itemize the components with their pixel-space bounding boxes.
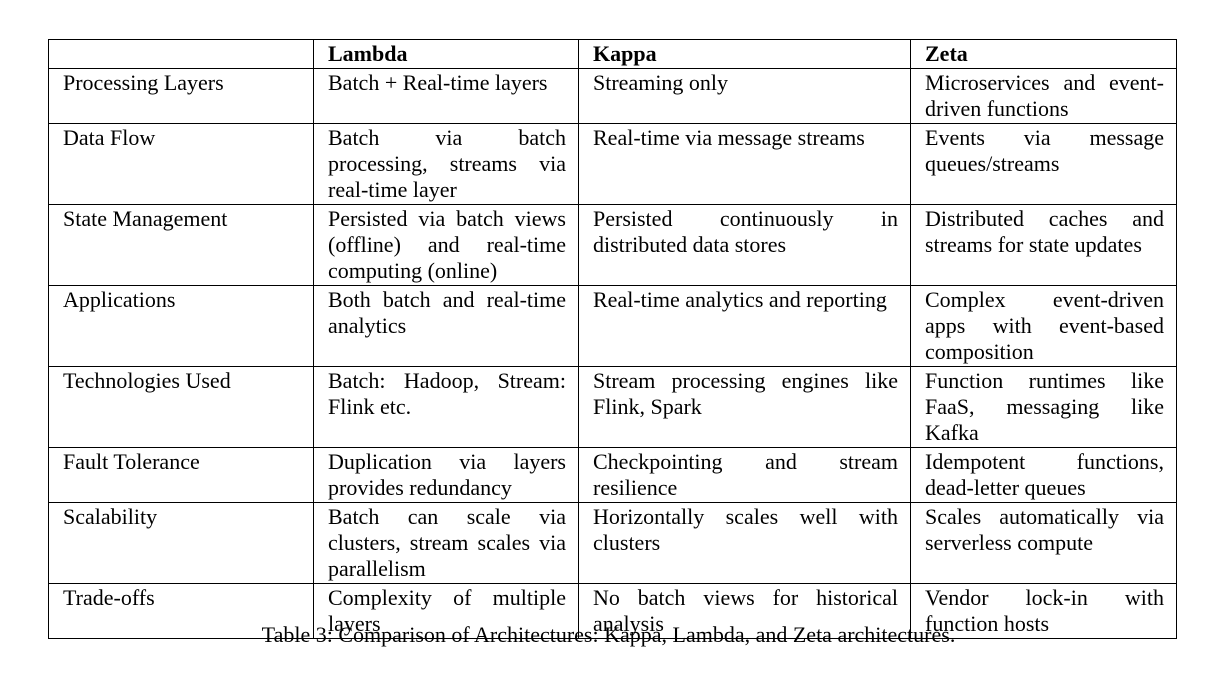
row-label: Trade-offs	[48, 583, 314, 639]
cell-kappa: Real-time analytics and reporting	[578, 285, 911, 367]
cell-zeta: Events via message queues/streams	[910, 123, 1177, 205]
table-caption: Table 3: Comparison of Architectures: Ka…	[261, 622, 956, 647]
architecture-comparison-table: Lambda Kappa Zeta Processing Layers Batc…	[48, 39, 1177, 639]
row-label: Applications	[48, 285, 314, 367]
row-label: Fault Tolerance	[48, 447, 314, 503]
comparison-table-container: Lambda Kappa Zeta Processing Layers Batc…	[48, 39, 1177, 639]
cell-lambda: Batch via batch processing, streams via …	[313, 123, 579, 205]
row-label: Data Flow	[48, 123, 314, 205]
cell-lambda: Batch + Real-time layers	[313, 68, 579, 124]
cell-lambda: Duplication via layers provides redundan…	[313, 447, 579, 503]
table-row: Data Flow Batch via batch processing, st…	[48, 123, 1177, 205]
cell-kappa: No batch views for historical analysis	[578, 583, 911, 639]
header-cell-kappa: Kappa	[578, 39, 911, 69]
cell-zeta: Distributed caches and streams for state…	[910, 204, 1177, 286]
cell-zeta: Vendor lock-in with function hosts	[910, 583, 1177, 639]
cell-kappa: Persisted continuously in distributed da…	[578, 204, 911, 286]
cell-zeta: Scales automatically via serverless comp…	[910, 502, 1177, 584]
cell-kappa: Real-time via message streams	[578, 123, 911, 205]
cell-kappa: Stream processing engines like Flink, Sp…	[578, 366, 911, 448]
row-label: Processing Layers	[48, 68, 314, 124]
cell-lambda: Persisted via batch views (offline) and …	[313, 204, 579, 286]
cell-kappa: Horizontally scales well with clusters	[578, 502, 911, 584]
row-label: Scalability	[48, 502, 314, 584]
table-row: Processing Layers Batch + Real-time laye…	[48, 68, 1177, 124]
table-row: State Management Persisted via batch vie…	[48, 204, 1177, 286]
header-cell-empty	[48, 39, 314, 69]
cell-lambda: Batch: Hadoop, Stream: Flink etc.	[313, 366, 579, 448]
cell-zeta: Microservices and event-driven functions	[910, 68, 1177, 124]
header-cell-lambda: Lambda	[313, 39, 579, 69]
table-row: Fault Tolerance Duplication via layers p…	[48, 447, 1177, 503]
cell-lambda: Batch can scale via clusters, stream sca…	[313, 502, 579, 584]
cell-kappa: Checkpointing and stream resilience	[578, 447, 911, 503]
row-label: Technologies Used	[48, 366, 314, 448]
cell-lambda: Complexity of multiple layers	[313, 583, 579, 639]
cell-zeta: Idempotent functions, dead-letter queues	[910, 447, 1177, 503]
table-row: Scalability Batch can scale via clusters…	[48, 502, 1177, 584]
row-label: State Management	[48, 204, 314, 286]
cell-zeta: Complex event-driven apps with event-bas…	[910, 285, 1177, 367]
header-cell-zeta: Zeta	[910, 39, 1177, 69]
cell-kappa: Streaming only	[578, 68, 911, 124]
table-header-row: Lambda Kappa Zeta	[48, 39, 1177, 69]
cell-zeta: Function runtimes like FaaS, messaging l…	[910, 366, 1177, 448]
table-row: Technologies Used Batch: Hadoop, Stream:…	[48, 366, 1177, 448]
table-row: Trade-offs Complexity of multiple layers…	[48, 583, 1177, 639]
table-row: Applications Both batch and real-time an…	[48, 285, 1177, 367]
cell-lambda: Both batch and real-time analytics	[313, 285, 579, 367]
